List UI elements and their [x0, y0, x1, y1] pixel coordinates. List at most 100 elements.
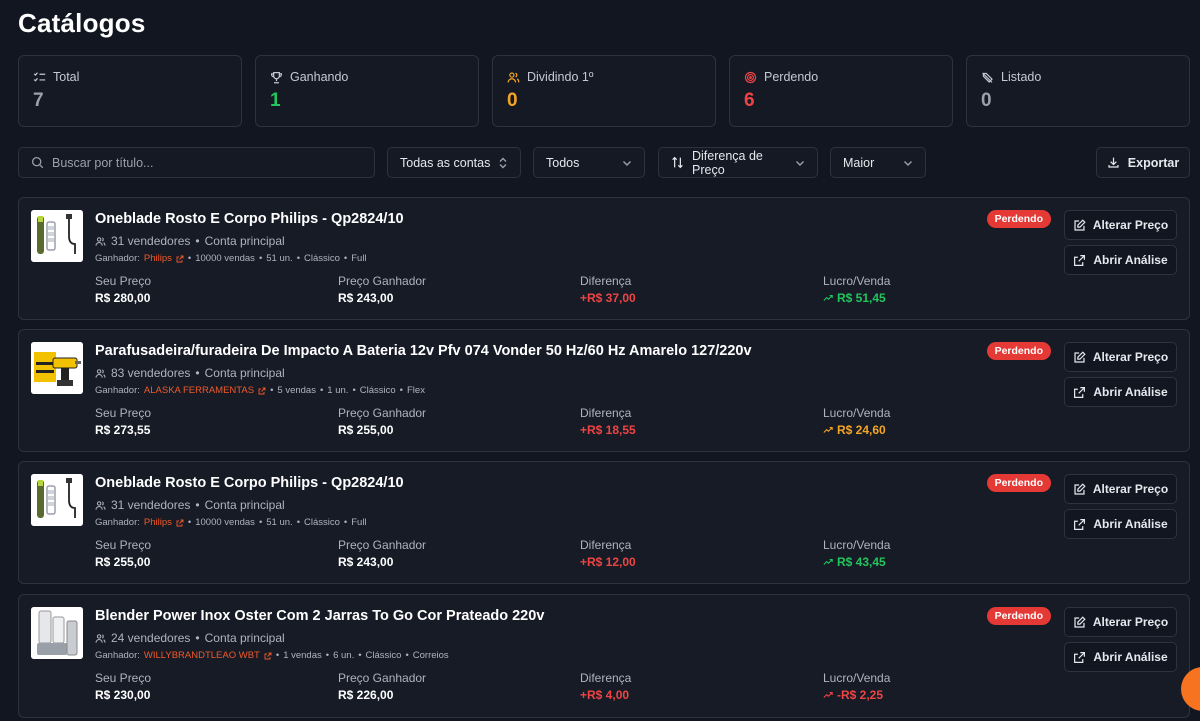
separator-dot: •: [296, 253, 301, 264]
product-thumbnail[interactable]: [31, 607, 83, 659]
separator-dot: •: [358, 650, 362, 661]
product-shaver-image: [31, 474, 83, 526]
stats-row: Total 7 Ganhando 1 Dividindo 1º 0 Perden…: [18, 55, 1200, 127]
external-link-icon: [1074, 254, 1086, 266]
difference-value: +R$ 12,00: [580, 555, 636, 569]
product-meta: 31 vendedores • Conta principal: [95, 498, 285, 512]
change-price-label: Alterar Preço: [1092, 218, 1169, 232]
product-title[interactable]: Blender Power Inox Oster Com 2 Jarras To…: [95, 608, 545, 624]
winner-units: 51 un.: [266, 253, 293, 264]
profit-column: Lucro/Venda R$ 51,45: [823, 274, 890, 305]
external-link-icon: [1074, 386, 1086, 398]
stat-card-listado[interactable]: Listado 0: [966, 55, 1190, 127]
stat-card-ganhando[interactable]: Ganhando 1: [255, 55, 479, 127]
separator-dot: •: [319, 385, 324, 396]
winner-label: Ganhador:: [95, 650, 140, 661]
difference-value: +R$ 18,55: [580, 423, 636, 437]
trend-icon: [823, 426, 833, 433]
sort-order-select[interactable]: Maior: [830, 147, 926, 178]
profit-value: R$ 51,45: [837, 291, 886, 305]
external-link-icon[interactable]: [176, 519, 184, 527]
your-price-column: Seu Preço R$ 280,00: [95, 274, 151, 305]
product-card: Parafusadeira/furadeira De Impacto A Bat…: [18, 329, 1190, 452]
difference-label: Diferença: [580, 274, 632, 288]
external-link-icon[interactable]: [176, 255, 184, 263]
winner-name-link[interactable]: ALASKA FERRAMENTAS: [143, 385, 255, 396]
account-select-label: Todas as contas: [400, 155, 491, 170]
winner-name-link[interactable]: WILLYBRANDTLEAO WBT: [143, 650, 260, 661]
price-columns: Seu Preço R$ 280,00 Preço Ganhador R$ 24…: [95, 274, 895, 306]
winner-units: 6 un.: [333, 650, 355, 661]
stat-card-dividindo[interactable]: Dividindo 1º 0: [492, 55, 716, 127]
separator-dot: •: [187, 517, 192, 528]
external-link-icon[interactable]: [258, 387, 266, 395]
account-select[interactable]: Todas as contas: [387, 147, 521, 178]
winner-price-value: R$ 243,00: [338, 555, 394, 569]
product-title[interactable]: Oneblade Rosto E Corpo Philips - Qp2824/…: [95, 475, 404, 491]
winner-name-link[interactable]: Philips: [143, 253, 172, 264]
separator-dot: •: [258, 517, 263, 528]
open-analysis-button[interactable]: Abrir Análise: [1064, 377, 1177, 407]
product-thumbnail[interactable]: [31, 342, 83, 394]
stat-value: 0: [507, 90, 518, 111]
separator-dot: •: [343, 253, 348, 264]
product-meta: 24 vendedores • Conta principal: [95, 631, 285, 645]
stat-label: Listado: [1001, 70, 1042, 84]
profit-value: R$ 43,45: [837, 555, 886, 569]
trend-icon: [823, 294, 833, 301]
open-analysis-label: Abrir Análise: [1093, 650, 1168, 664]
product-title[interactable]: Parafusadeira/furadeira De Impacto A Bat…: [95, 343, 752, 359]
separator-dot: •: [352, 385, 356, 396]
search-input[interactable]: Buscar por título...: [18, 147, 375, 178]
account-name: Conta principal: [204, 498, 285, 512]
open-analysis-label: Abrir Análise: [1093, 517, 1168, 531]
open-analysis-button[interactable]: Abrir Análise: [1064, 245, 1177, 275]
your-price-column: Seu Preço R$ 273,55: [95, 406, 151, 437]
external-link-icon[interactable]: [264, 652, 272, 660]
profit-label: Lucro/Venda: [823, 406, 891, 420]
winner-price-value: R$ 243,00: [338, 291, 394, 305]
difference-column: Diferença +R$ 37,00: [580, 274, 636, 305]
winner-price-column: Preço Ganhador R$ 243,00: [338, 274, 426, 305]
change-price-label: Alterar Preço: [1092, 350, 1169, 364]
product-thumbnail[interactable]: [31, 474, 83, 526]
change-price-button[interactable]: Alterar Preço: [1064, 210, 1177, 240]
difference-label: Diferença: [580, 671, 632, 685]
winner-price-value: R$ 226,00: [338, 688, 394, 702]
your-price-value: R$ 255,00: [95, 555, 151, 569]
product-title[interactable]: Oneblade Rosto E Corpo Philips - Qp2824/…: [95, 211, 404, 227]
open-analysis-button[interactable]: Abrir Análise: [1064, 509, 1177, 539]
product-thumbnail[interactable]: [31, 210, 83, 262]
winner-name-link[interactable]: Philips: [143, 517, 172, 528]
profit-label: Lucro/Venda: [823, 671, 891, 685]
change-price-button[interactable]: Alterar Preço: [1064, 342, 1177, 372]
change-price-button[interactable]: Alterar Preço: [1064, 607, 1177, 637]
stat-value: 6: [744, 90, 755, 111]
status-badge: Perdendo: [986, 210, 1051, 228]
listing-type: Clássico: [365, 650, 402, 661]
shipping-type: Flex: [407, 385, 425, 396]
separator-dot: •: [187, 253, 192, 264]
stat-value: 1: [270, 90, 281, 111]
export-button[interactable]: Exportar: [1096, 147, 1190, 178]
your-price-label: Seu Preço: [95, 538, 152, 552]
stat-label: Perdendo: [764, 70, 819, 84]
stat-label: Ganhando: [290, 70, 349, 84]
sellers-count: 24 vendedores: [111, 631, 191, 645]
stat-card-perdendo[interactable]: Perdendo 6: [729, 55, 953, 127]
chat-fab-button[interactable]: [1181, 667, 1200, 711]
open-analysis-button[interactable]: Abrir Análise: [1064, 642, 1177, 672]
status-select[interactable]: Todos: [533, 147, 645, 178]
change-price-button[interactable]: Alterar Preço: [1064, 474, 1177, 504]
checklist-icon: [33, 71, 46, 82]
stat-card-total[interactable]: Total 7: [18, 55, 242, 127]
account-name: Conta principal: [204, 234, 285, 248]
winner-info: Ganhador: ALASKA FERRAMENTAS • 5 vendas …: [95, 385, 425, 396]
listing-type: Clássico: [304, 253, 340, 264]
profit-value: R$ 24,60: [837, 423, 886, 437]
difference-column: Diferença +R$ 18,55: [580, 406, 636, 437]
profit-label: Lucro/Venda: [823, 538, 891, 552]
sort-field-select[interactable]: Diferença de Preço: [658, 147, 818, 178]
users-icon: [95, 500, 106, 510]
winner-label: Ganhador:: [95, 517, 140, 528]
